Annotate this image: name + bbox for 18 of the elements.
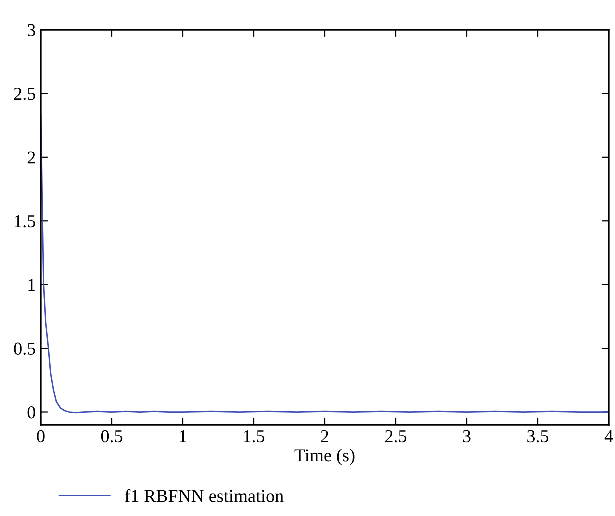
x-tick-label: 1.5: [244, 430, 265, 443]
x-tick-label: 3: [463, 430, 471, 443]
x-tick-label: 3.5: [528, 430, 549, 443]
x-tick-label: 2.5: [386, 430, 407, 443]
x-tick-label: 4: [604, 430, 614, 442]
y-tick-label: 2.5: [14, 88, 36, 100]
x-tick-label: 0: [37, 430, 45, 443]
y-tick-label: 0: [28, 406, 36, 419]
y-tick-label: 1: [28, 279, 36, 292]
y-tick-label: 0.5: [14, 342, 36, 356]
y-tick-label: 3: [28, 24, 36, 36]
x-axis-title: Time (s): [294, 449, 355, 466]
x-tick-label: 2: [321, 430, 329, 442]
y-tick-label: 1.5: [15, 215, 36, 228]
legend-label: f1 RBFNN estimation: [125, 489, 284, 502]
x-tick-label: 1: [180, 430, 186, 442]
x-tick-label: 0.5: [101, 430, 123, 443]
y-tick-label: 2: [28, 152, 36, 164]
